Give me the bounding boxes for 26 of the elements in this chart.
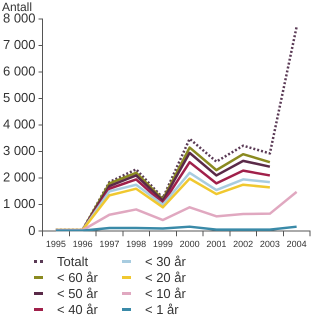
legend-label: < 10 år [145,286,186,300]
legend-label: < 1 år [145,302,179,316]
y-tick-label: 6 000 [2,63,36,78]
x-tick-label: 2004 [286,239,307,250]
x-tick-label: 2001 [206,239,226,250]
x-tick-label: 1997 [99,239,120,250]
x-tick-label: 1999 [152,239,173,250]
legend-label: < 60 år [57,270,98,284]
legend-label: < 40 år [57,302,98,316]
y-tick-label: 4 000 [2,116,36,132]
y-tick-label: 2 000 [2,170,36,185]
y-tick-label: 7 000 [2,36,36,52]
legend-label: < 30 år [145,254,186,268]
y-tick-label: 0 [28,222,36,238]
legend-label: < 20 år [145,270,186,284]
x-tick-label: 1996 [72,239,93,250]
y-tick-label: 3 000 [2,143,36,158]
y-tick-label: 1 000 [2,196,36,212]
x-tick-label: 2002 [233,239,254,250]
x-tick-label: 2000 [180,239,200,250]
legend-label: < 50 år [57,286,98,300]
x-tick-label: 1998 [126,239,146,250]
legend-label: Totalt [57,254,88,268]
x-tick-label: 1995 [46,239,66,250]
y-tick-label: 5 000 [2,90,36,106]
x-tick-label: 2003 [260,239,280,250]
